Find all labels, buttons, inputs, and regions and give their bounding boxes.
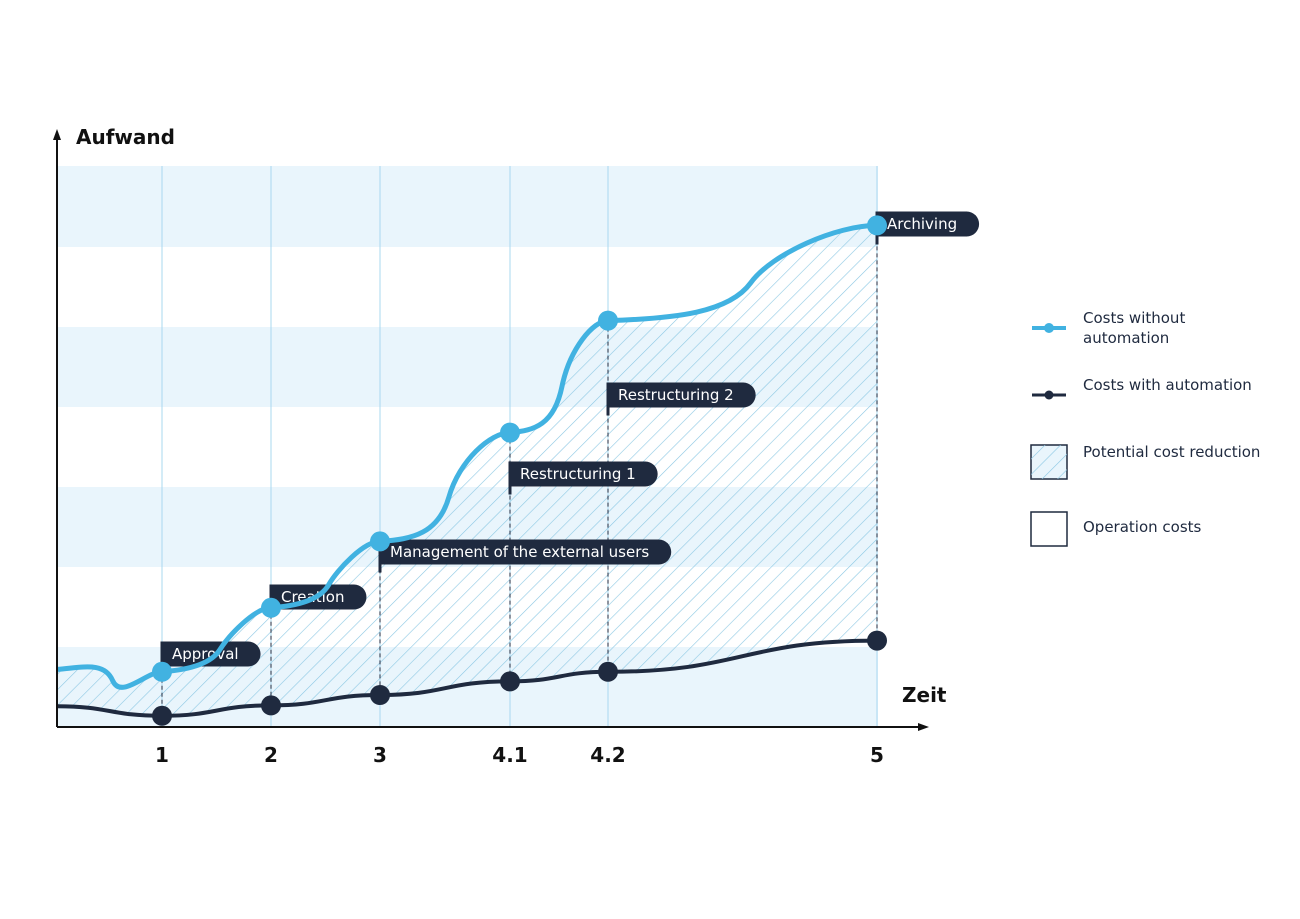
light-line-swatch-icon bbox=[1032, 323, 1066, 333]
phase-label-text: Restructuring 2 bbox=[618, 386, 734, 404]
point-with-automation bbox=[370, 685, 390, 705]
legend-item-reduction: Potential cost reduction bbox=[1030, 442, 1280, 480]
point-without-automation bbox=[867, 215, 887, 236]
phase-label-text: Restructuring 1 bbox=[520, 465, 636, 483]
y-axis-arrow bbox=[53, 129, 61, 140]
phase-label: Restructuring 2 bbox=[606, 382, 756, 416]
phase-label-text: Management of the external users bbox=[390, 543, 649, 561]
legend-item-with: Costs with automation bbox=[1030, 375, 1280, 411]
dark-line-swatch-icon bbox=[1032, 390, 1066, 400]
point-with-automation bbox=[598, 661, 618, 682]
phase-label-pill bbox=[162, 641, 261, 667]
point-with-automation bbox=[500, 671, 520, 692]
point-with-automation bbox=[261, 695, 281, 716]
potential-cost-reduction-area bbox=[57, 225, 877, 716]
legend-label-with: Costs with automation bbox=[1083, 376, 1252, 394]
x-tick-label: 2 bbox=[264, 743, 278, 767]
background-band bbox=[57, 166, 878, 246]
point-without-automation bbox=[152, 661, 172, 682]
phase-label-text: Archiving bbox=[887, 215, 957, 233]
point-without-automation bbox=[500, 422, 520, 443]
x-tick-label: 4.2 bbox=[590, 743, 625, 767]
point-with-automation bbox=[152, 705, 172, 726]
point-with-automation bbox=[867, 630, 887, 651]
phase-label-pill bbox=[510, 461, 658, 487]
x-axis-arrow bbox=[918, 723, 929, 731]
x-tick-label: 5 bbox=[870, 743, 884, 767]
legend-item-operation: Operation costs bbox=[1030, 509, 1280, 547]
legend-item-without: Costs without automation bbox=[1030, 308, 1280, 347]
phase-label-pill bbox=[877, 211, 980, 237]
legend-label-operation: Operation costs bbox=[1083, 518, 1202, 536]
x-axis-title: Zeit bbox=[902, 683, 947, 707]
phase-label: Archiving bbox=[875, 211, 980, 245]
phase-label-pill bbox=[608, 382, 756, 408]
point-without-automation bbox=[261, 597, 281, 618]
point-without-automation bbox=[370, 531, 390, 552]
phase-label: Restructuring 1 bbox=[508, 461, 658, 495]
legend-label-without: Costs without automation bbox=[1083, 309, 1186, 347]
hatch-swatch-icon bbox=[1030, 444, 1068, 480]
x-tick-label: 3 bbox=[373, 743, 387, 767]
box-swatch-icon bbox=[1030, 511, 1068, 547]
phase-label: Management of the external users bbox=[378, 539, 672, 573]
legend-label-reduction: Potential cost reduction bbox=[1083, 443, 1261, 461]
y-axis-title: Aufwand bbox=[76, 125, 175, 149]
x-tick-label: 4.1 bbox=[492, 743, 527, 767]
legend: Costs without automation Costs with auto… bbox=[1030, 308, 1280, 576]
x-tick-label: 1 bbox=[155, 743, 169, 767]
point-without-automation bbox=[598, 310, 618, 331]
axes bbox=[53, 129, 929, 731]
phase-label-pill bbox=[380, 539, 672, 565]
